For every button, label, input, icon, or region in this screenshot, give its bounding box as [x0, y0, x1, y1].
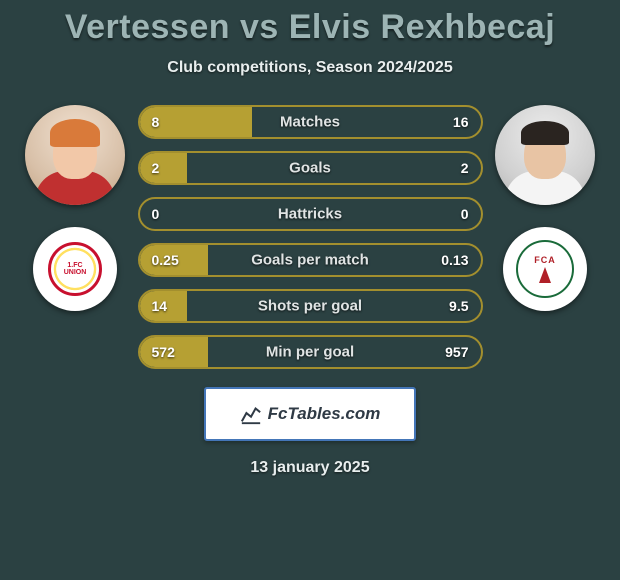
- stat-value-left: 8: [152, 114, 160, 130]
- stat-bar: 14 Shots per goal 9.5: [138, 289, 483, 323]
- comparison-card: Vertessen vs Elvis Rexhbecaj Club compet…: [0, 0, 620, 477]
- stat-bar: 8 Matches 16: [138, 105, 483, 139]
- player-right-avatar: [495, 105, 595, 205]
- stat-bar: 0.25 Goals per match 0.13: [138, 243, 483, 277]
- stat-value-right: 9.5: [449, 298, 468, 314]
- stat-label: Goals: [289, 160, 331, 177]
- stat-value-left: 0.25: [152, 252, 179, 268]
- left-player-column: 1.FCUNION: [23, 105, 128, 311]
- stat-bar: 2 Goals 2: [138, 151, 483, 185]
- stat-value-left: 2: [152, 160, 160, 176]
- stat-label: Shots per goal: [258, 298, 362, 315]
- stat-value-right: 0.13: [441, 252, 468, 268]
- chart-icon: [240, 403, 262, 425]
- stat-value-left: 572: [152, 344, 175, 360]
- stat-label: Goals per match: [251, 252, 369, 269]
- stat-value-right: 0: [461, 206, 469, 222]
- right-player-column: FCA: [493, 105, 598, 311]
- stats-column: 8 Matches 16 2 Goals 2 0 Hattricks 0 0.25 Goals pe…: [138, 105, 483, 369]
- stat-label: Min per goal: [266, 344, 354, 361]
- stat-label: Hattricks: [278, 206, 342, 223]
- union-berlin-badge: 1.FCUNION: [48, 242, 102, 296]
- page-title: Vertessen vs Elvis Rexhbecaj: [0, 8, 620, 47]
- stat-label: Matches: [280, 114, 340, 131]
- brand-text: FcTables.com: [268, 404, 381, 424]
- stat-value-right: 957: [445, 344, 468, 360]
- stat-fill-left: [140, 153, 188, 183]
- subtitle: Club competitions, Season 2024/2025: [0, 59, 620, 77]
- date-line: 13 january 2025: [0, 459, 620, 477]
- player-left-club-logo: 1.FCUNION: [33, 227, 117, 311]
- stat-value-left: 14: [152, 298, 168, 314]
- stat-bar: 0 Hattricks 0: [138, 197, 483, 231]
- main-row: 1.FCUNION 8 Matches 16 2 Goals 2 0 Hattricks 0 0.…: [0, 105, 620, 369]
- stat-bar: 572 Min per goal 957: [138, 335, 483, 369]
- branding-box[interactable]: FcTables.com: [204, 387, 416, 441]
- stat-value-left: 0: [152, 206, 160, 222]
- augsburg-badge: FCA: [516, 240, 574, 298]
- stat-value-right: 16: [453, 114, 469, 130]
- stat-value-right: 2: [461, 160, 469, 176]
- player-left-avatar: [25, 105, 125, 205]
- player-right-club-logo: FCA: [503, 227, 587, 311]
